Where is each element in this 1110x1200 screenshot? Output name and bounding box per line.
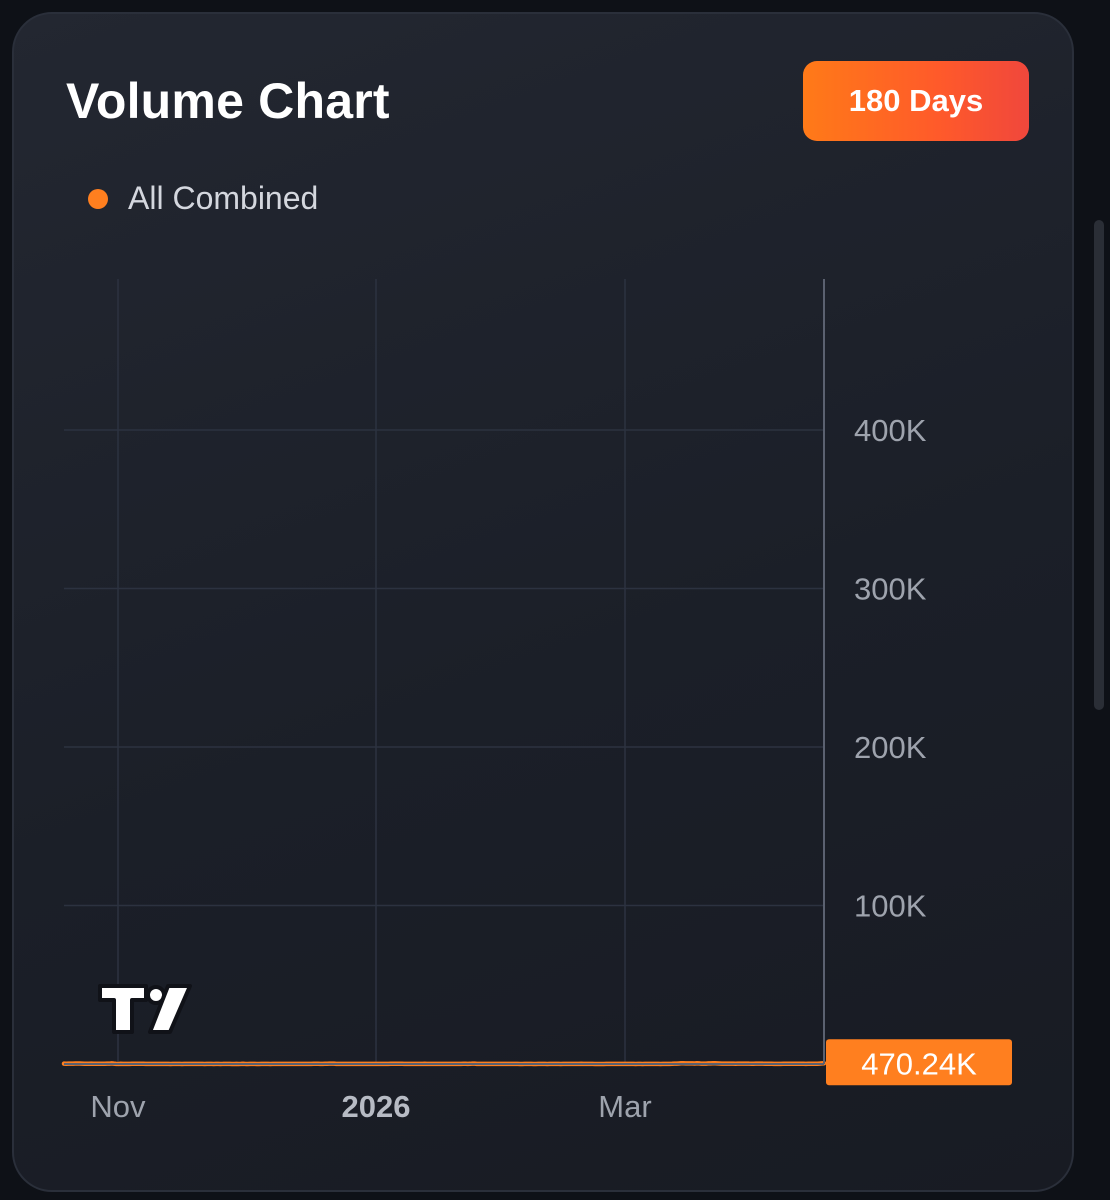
y-tick-label: 100K bbox=[854, 889, 927, 924]
tradingview-logo-icon bbox=[98, 984, 192, 1034]
legend[interactable]: All Combined bbox=[88, 180, 318, 217]
axes: 100K 200K 300K 400K Nov 2026 Mar bbox=[64, 279, 927, 1124]
x-tick-label: 2026 bbox=[342, 1089, 411, 1124]
last-value-label: 470.24K bbox=[861, 1046, 977, 1081]
y-tick-label: 400K bbox=[854, 413, 927, 448]
y-tick-label: 200K bbox=[854, 730, 927, 765]
x-tick-label: Nov bbox=[90, 1089, 146, 1124]
range-180-days-button[interactable]: 180 Days bbox=[803, 61, 1029, 141]
scrollbar[interactable] bbox=[1094, 220, 1104, 710]
legend-label: All Combined bbox=[128, 180, 319, 216]
y-tick-label: 300K bbox=[854, 572, 927, 607]
volume-chart-card: Volume Chart 180 Days All Combined 100K 2… bbox=[12, 12, 1074, 1192]
last-value-box bbox=[826, 1039, 1012, 1086]
last-value-tag: 470.24K bbox=[826, 1039, 1012, 1086]
x-tick-label: Mar bbox=[598, 1089, 651, 1124]
chart-title: Volume Chart bbox=[66, 73, 390, 129]
legend-dot-icon bbox=[88, 188, 108, 209]
volume-line-chart[interactable]: 100K 200K 300K 400K Nov 2026 Mar 470.24K bbox=[14, 14, 1074, 1192]
grid bbox=[64, 279, 824, 1064]
